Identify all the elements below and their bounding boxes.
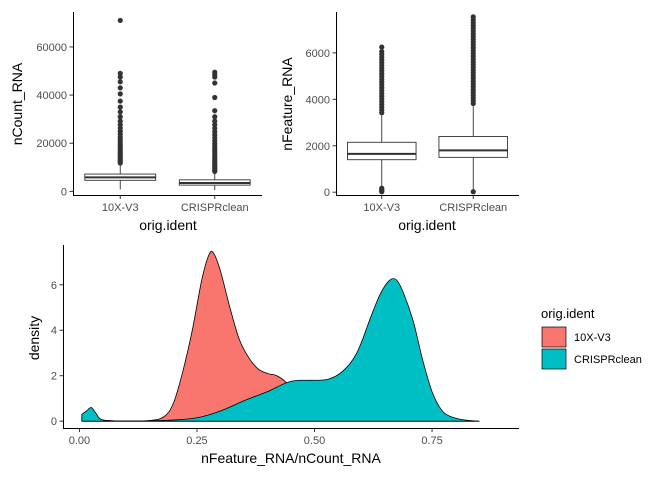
ncount-outlier-10x-v3	[117, 17, 123, 24]
nfeature-outlier-10x-v3	[379, 48, 385, 55]
ncount-y-axis-label: nCount_RNA	[9, 62, 25, 145]
nfeature-y-tick-label: 2000	[306, 141, 330, 153]
density-area-marks	[81, 250, 480, 422]
ncount-y-tick-label: 0	[61, 186, 67, 198]
density-plot-panel: 0 2 4 6 0.00 0.25 0.50 0.75 density nFeature_R…	[26, 245, 519, 466]
density-y-tick-label: 6	[51, 280, 57, 292]
ncount-x-ticks: 10X-V3 CRISPRclean	[102, 195, 249, 214]
ncount-outlier-crisprclean	[212, 114, 218, 120]
legend-label-crisprclean: CRISPRclean	[574, 354, 642, 366]
density-y-axis-label: density	[26, 316, 42, 360]
density-y-ticks: 0 2 4 6	[51, 280, 63, 428]
nfeature-y-axis-label: nFeature_RNA	[279, 57, 295, 151]
ncount-outlier-10x-v3	[117, 109, 123, 115]
ncount-boxplot-panel: 0 20000 40000 60000 10X-V3 CRISPRclean nCoun…	[9, 12, 262, 233]
density-x-ticks: 0.00 0.25 0.50 0.75	[69, 428, 443, 447]
ncount-outlier-10x-v3	[117, 98, 123, 104]
nfeature-y-ticks: 0 2000 4000 6000	[306, 48, 336, 199]
ncount-outlier-10x-v3	[117, 79, 123, 85]
density-legend: orig.ident 10X-V3 CRISPRclean	[541, 306, 642, 370]
density-area-crisprclean	[81, 278, 480, 422]
nfeature-y-tick-label: 0	[324, 187, 330, 199]
ncount-outlier-10x-v3	[117, 104, 123, 110]
nfeature-box-crisprclean	[438, 136, 509, 158]
nfeature-box-marks	[346, 14, 509, 195]
ncount-outlier-crisprclean	[212, 80, 218, 86]
legend-key-10x-v3	[541, 326, 567, 348]
legend-key-crisprclean	[541, 348, 567, 370]
ncount-y-tick-label: 40000	[36, 90, 67, 102]
ncount-outlier-10x-v3	[117, 91, 123, 97]
ncount-y-tick-label: 20000	[36, 138, 67, 150]
nfeature-outlier-10x-v3	[379, 185, 385, 191]
ncount-outlier-crisprclean	[212, 122, 218, 128]
ncount-x-tick-label-crisprclean: CRISPRclean	[181, 202, 249, 214]
density-x-tick-label: 0.00	[69, 435, 90, 447]
density-x-tick-label: 0.25	[186, 435, 207, 447]
nfeature-x-tick-label-crisprclean: CRISPRclean	[439, 202, 507, 214]
nfeature-outlier-10x-v3	[379, 44, 385, 50]
ncount-outlier-crisprclean	[212, 108, 218, 114]
nfeature-outlier-crisprclean	[470, 189, 476, 195]
nfeature-x-axis-label: orig.ident	[398, 217, 456, 233]
nfeature-box-10x-v3	[346, 141, 417, 161]
density-y-tick-label: 2	[51, 371, 57, 383]
nfeature-outlier-crisprclean	[470, 14, 476, 20]
density-y-tick-label: 4	[51, 325, 57, 337]
ncount-x-axis-label: orig.ident	[139, 217, 197, 233]
density-y-tick-label: 0	[51, 416, 57, 428]
density-x-tick-label: 0.50	[304, 435, 325, 447]
ncount-x-tick-label-10x-v3: 10X-V3	[102, 202, 139, 214]
ncount-outlier-10x-v3	[117, 74, 123, 80]
ncount-outlier-10x-v3	[117, 122, 123, 128]
density-x-axis-label: nFeature_RNA/nCount_RNA	[201, 450, 381, 466]
ncount-outlier-crisprclean	[212, 94, 218, 101]
ncount-outlier-10x-v3	[117, 85, 123, 91]
ncount-outlier-10x-v3	[117, 70, 123, 77]
nfeature-x-ticks: 10X-V3 CRISPRclean	[363, 195, 507, 214]
ncount-outlier-crisprclean	[212, 125, 218, 131]
ncount-outlier-10x-v3	[117, 118, 123, 124]
nfeature-y-tick-label: 6000	[306, 48, 330, 60]
nfeature-y-tick-label: 4000	[306, 94, 330, 106]
ncount-outlier-10x-v3	[117, 114, 123, 120]
nfeature-boxplot-panel: 0 2000 4000 6000 10X-V3 CRISPRclean nFeature…	[279, 12, 519, 233]
nfeature-x-tick-label-10x-v3: 10X-V3	[363, 202, 400, 214]
ncount-y-tick-label: 60000	[36, 42, 67, 54]
legend-title: orig.ident	[541, 306, 595, 321]
density-x-tick-label: 0.75	[421, 435, 442, 447]
legend-label-10x-v3: 10X-V3	[574, 332, 611, 344]
ncount-box-marks	[84, 17, 251, 191]
ncount-outlier-crisprclean	[212, 69, 218, 75]
ncount-y-ticks: 0 20000 40000 60000	[36, 42, 73, 198]
ncount-outlier-crisprclean	[212, 118, 218, 124]
